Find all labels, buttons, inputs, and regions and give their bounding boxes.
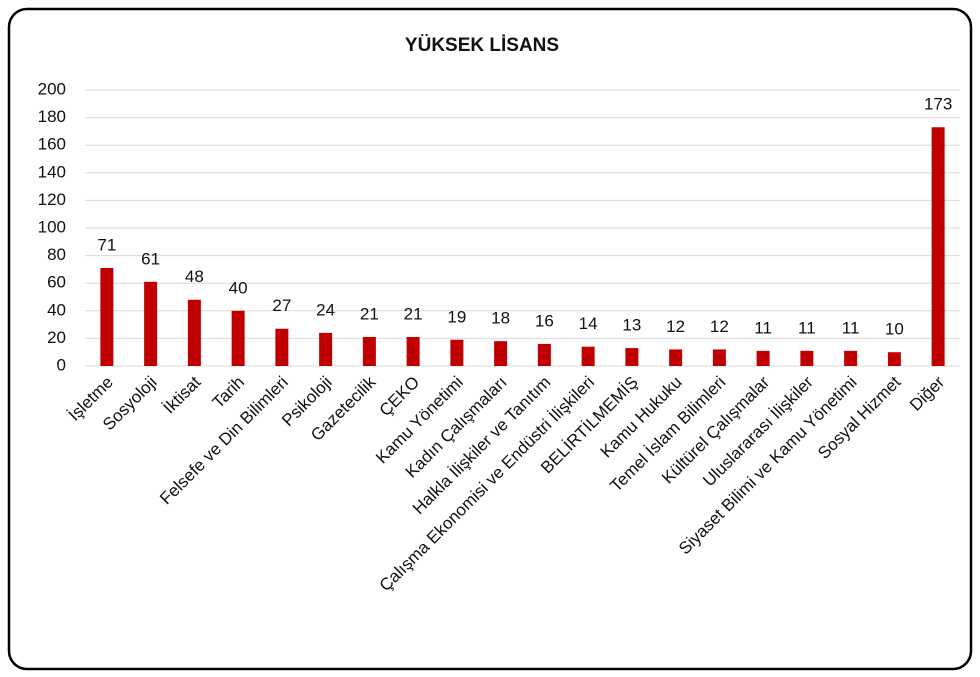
bar: [537, 343, 551, 366]
bar: [450, 339, 464, 366]
y-tick-label: 200: [38, 79, 66, 98]
bar: [144, 281, 158, 366]
data-label: 16: [535, 311, 554, 330]
y-tick-label: 140: [38, 162, 66, 181]
bar: [931, 127, 945, 366]
bar: [362, 337, 376, 366]
data-label: 48: [185, 267, 204, 286]
data-label: 71: [97, 236, 116, 255]
y-tick-label: 20: [47, 328, 66, 347]
data-label: 12: [710, 317, 729, 336]
bar: [231, 310, 245, 366]
bar: [494, 341, 508, 366]
bar: [625, 348, 639, 366]
data-label: 40: [229, 278, 248, 297]
bar: [319, 332, 333, 366]
y-tick-label: 60: [47, 273, 66, 292]
data-label: 19: [447, 307, 466, 326]
bar: [756, 350, 770, 366]
data-label: 21: [404, 305, 423, 324]
y-tick-label: 40: [47, 300, 66, 319]
bar: [800, 350, 814, 366]
data-label: 14: [579, 314, 598, 333]
data-label: 18: [491, 309, 510, 328]
data-label: 173: [924, 95, 952, 114]
bar: [275, 328, 289, 366]
bar: [406, 337, 420, 366]
data-label: 11: [842, 318, 860, 337]
bar: [581, 346, 595, 366]
chart-frame: [7, 7, 973, 671]
data-label: 24: [316, 300, 335, 319]
bar: [187, 299, 201, 366]
data-label: 21: [360, 305, 379, 324]
y-tick-label: 80: [47, 245, 66, 264]
bar: [669, 349, 683, 366]
y-tick-label: 100: [38, 217, 66, 236]
y-tick-label: 120: [38, 190, 66, 209]
data-label: 10: [885, 320, 904, 339]
y-tick-label: 160: [38, 135, 66, 154]
bar: [100, 268, 114, 366]
data-label: 27: [272, 296, 291, 315]
data-label: 12: [666, 317, 685, 336]
y-tick-label: 0: [57, 355, 66, 374]
data-label: 61: [141, 249, 160, 268]
bar: [887, 352, 901, 366]
bar: [844, 350, 858, 366]
data-label: 13: [622, 316, 641, 335]
data-label: 11: [798, 318, 816, 337]
chart-title: YÜKSEK LİSANS: [405, 35, 559, 56]
data-label: 11: [754, 318, 772, 337]
y-tick-label: 180: [38, 107, 66, 126]
bar: [712, 349, 726, 366]
